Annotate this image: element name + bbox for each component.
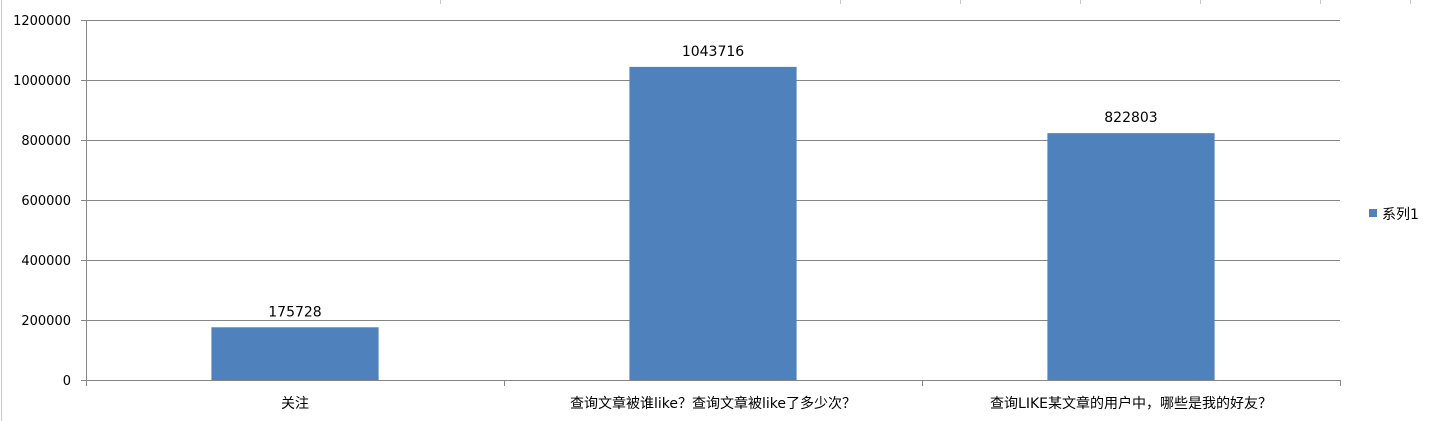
bar-2[interactable]	[629, 66, 797, 381]
y-tick-label: 200000	[21, 314, 71, 329]
y-tick-label: 0	[63, 374, 71, 389]
bar-3[interactable]	[1047, 133, 1215, 380]
y-tick-label: 1200000	[13, 14, 71, 29]
y-tick-label: 800000	[21, 134, 71, 149]
data-label: 175728	[268, 304, 321, 320]
series-bars	[211, 66, 1215, 381]
x-tick-label: 查询文章被谁like？查询文章被like了多少次？	[570, 395, 856, 412]
legend-label: 系列1	[1382, 207, 1419, 223]
x-tick-label: 关注	[281, 396, 309, 412]
x-tick-label: 查询LIKE某文章的用户中，哪些是我的好友？	[990, 395, 1272, 412]
y-tick-label: 400000	[21, 254, 71, 269]
data-label: 1043716	[682, 44, 744, 60]
legend[interactable]: 系列1	[1369, 207, 1419, 223]
y-tick-label: 1000000	[13, 74, 71, 89]
data-label: 822803	[1104, 110, 1157, 126]
axes	[81, 20, 1341, 386]
legend-swatch	[1369, 209, 1377, 217]
chart-labels: 0 200000 400000 600000 800000 1000000 1200000 关…	[13, 14, 1272, 412]
bar-1[interactable]	[211, 327, 379, 380]
y-tick-label: 600000	[21, 194, 71, 209]
